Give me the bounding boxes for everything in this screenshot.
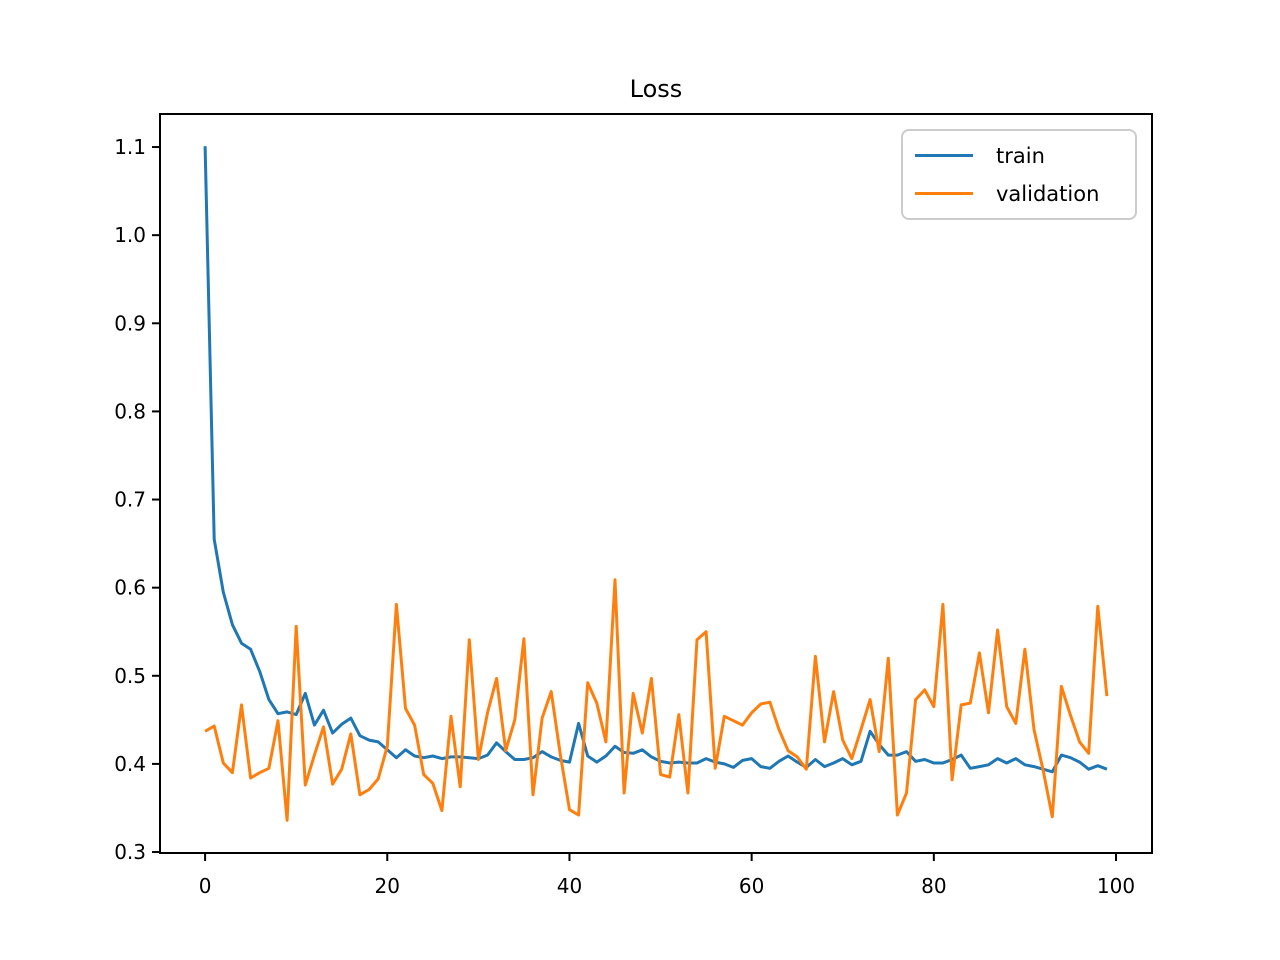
train-line-swatch	[915, 154, 973, 157]
chart-title: Loss	[630, 75, 683, 103]
legend-entry-validation: validation	[903, 182, 1135, 206]
train-line	[203, 146, 1108, 774]
y-tick-label: 1.0	[114, 223, 146, 247]
validation-line	[204, 578, 1109, 822]
series-lines	[203, 146, 1109, 822]
x-tick-label: 80	[921, 874, 946, 898]
y-tick-label: 0.4	[114, 752, 146, 776]
x-tick-label: 0	[199, 874, 212, 898]
legend-entry-train: train	[903, 144, 1135, 168]
x-tick-label: 100	[1097, 874, 1135, 898]
x-tick-label: 60	[739, 874, 764, 898]
y-tick-label: 0.6	[114, 576, 146, 600]
x-tick-label: 40	[557, 874, 582, 898]
y-tick-label: 0.7	[114, 488, 146, 512]
y-tick-label: 1.1	[114, 135, 146, 159]
validation-line-swatch	[915, 192, 973, 195]
legend-label-validation: validation	[996, 181, 1100, 206]
legend: train validation	[901, 129, 1137, 220]
y-axis: 0.3 0.4 0.5 0.6 0.7 0.8 0.9 1.0 1.1	[114, 135, 159, 864]
y-tick-label: 0.3	[114, 840, 146, 864]
x-axis: 0 20 40 60 80 100	[199, 854, 1135, 898]
y-tick-label: 0.9	[114, 311, 146, 335]
y-tick-label: 0.8	[114, 399, 146, 423]
legend-label-train: train	[996, 143, 1045, 168]
y-tick-label: 0.5	[114, 664, 146, 688]
x-tick-label: 20	[375, 874, 400, 898]
